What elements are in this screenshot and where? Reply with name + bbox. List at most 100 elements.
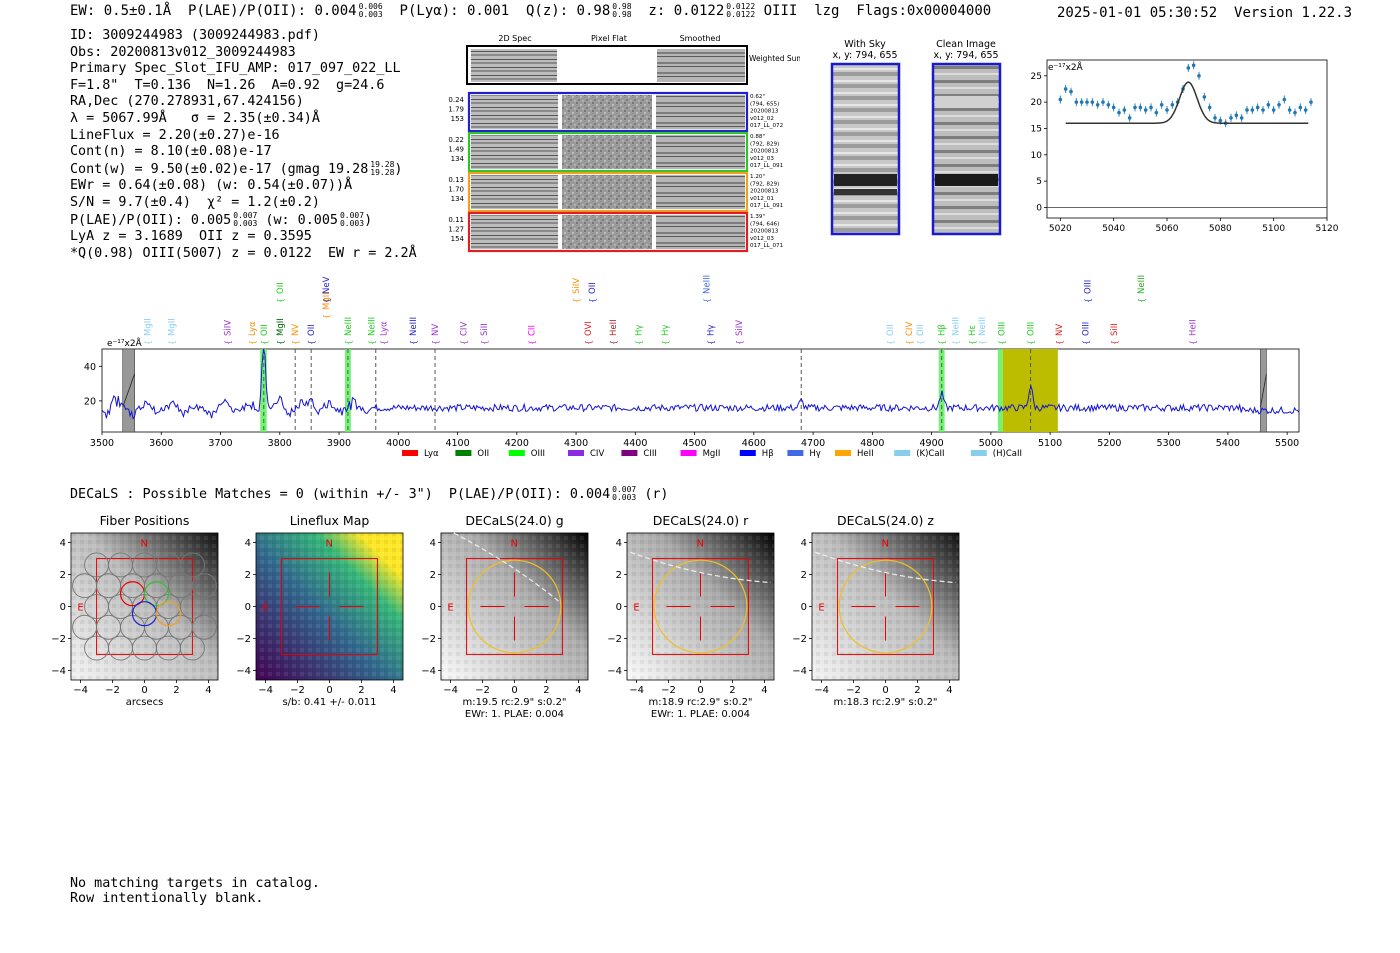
legend-item: Hβ <box>739 449 774 459</box>
zoom-point <box>1309 100 1313 104</box>
decals-ytick-label: 2 <box>801 570 807 581</box>
zoom-point <box>1245 108 1249 112</box>
decals-xtick-label: 4 <box>390 685 396 696</box>
decals-xtick-label: 4 <box>761 685 767 696</box>
svg-text:Hγ: Hγ <box>707 325 717 336</box>
svg-text:OII: OII <box>916 324 926 336</box>
spectrum-xtick-label: 4000 <box>386 438 410 449</box>
spectrum-xtick-label: 5000 <box>979 438 1003 449</box>
svg-text:{: { <box>951 340 960 345</box>
header-z-line: OIII <box>763 3 798 19</box>
info-obs: Obs: 20200813v012_3009244983 <box>70 44 296 60</box>
zoom-point <box>1074 100 1079 104</box>
info-radec: RA,Dec (270.278931,67.424156) <box>70 94 304 110</box>
svg-text:{: { <box>480 340 489 345</box>
cutout-row-meta: v012_02 <box>750 116 774 122</box>
fiber-circle <box>180 552 205 578</box>
svg-text:Hγ: Hγ <box>661 325 671 336</box>
svg-text:{: { <box>291 340 300 345</box>
spectrum-xtick-label: 4500 <box>682 438 706 449</box>
decals-xtick-label: −2 <box>290 685 305 696</box>
cutout-pixelflat <box>562 215 652 249</box>
svg-text:HeII: HeII <box>857 449 874 459</box>
spectrum-xtick-label: 4400 <box>623 438 647 449</box>
svg-text:(K)CaII: (K)CaII <box>916 449 944 459</box>
cutout-row-meta: v012_03 <box>750 156 774 162</box>
decals-ytick-label: 4 <box>60 538 66 549</box>
spectral-line-label: SiIV { <box>572 278 582 303</box>
decals-xtick-label: 0 <box>882 685 888 696</box>
zoom-points <box>1058 61 1313 128</box>
svg-text:{: { <box>702 298 711 303</box>
decals-panel: Fiber Positions N E −4 −4 −2 −2 0 0 2 2 4 4 arcsecs <box>51 513 219 708</box>
svg-text:OIII: OIII <box>531 449 545 459</box>
aperture-circle <box>467 559 562 654</box>
spectrum-xtick-label: 3500 <box>90 438 114 449</box>
zoom-point <box>1277 102 1281 107</box>
svg-text:OIII: OIII <box>998 322 1008 336</box>
zoom-point <box>1293 110 1297 115</box>
cutout-row-stat: 0.13 <box>448 176 464 184</box>
svg-text:(H)CaII: (H)CaII <box>993 449 1022 459</box>
cutout-row-meta: 20200813 <box>750 109 779 115</box>
spectrum-xtick-label: 3700 <box>208 438 232 449</box>
decals-panels-root: Fiber Positions N E −4 −4 −2 −2 0 0 2 2 4 4 arcsecs Li… <box>51 513 960 720</box>
spectral-line-label: NeV { <box>322 276 332 303</box>
clean-image-light-band <box>935 96 998 108</box>
decals-xtick-label: 2 <box>173 685 179 696</box>
spectral-line-label: NV { <box>431 324 441 345</box>
full-spectrum: MgII{MgII{SiIV{Lyα{OII{MgII{NV{OII{NeIII… <box>84 275 1300 459</box>
decals-xtick-label: 4 <box>205 685 211 696</box>
legend-item: (K)CaII <box>894 449 945 459</box>
svg-text:{: { <box>584 340 593 345</box>
cutout-row-meta: (794, 655) <box>750 101 779 107</box>
svg-text:{: { <box>379 340 388 345</box>
spectral-line-label: MgII{ <box>144 318 154 345</box>
cutout-2dspec <box>471 135 558 169</box>
decals-xtick-label: 2 <box>543 685 549 696</box>
cutout-smoothed <box>656 175 745 209</box>
decals-caption: s/b: 0.41 +/- 0.011 <box>282 697 376 708</box>
north-label: N <box>141 539 148 550</box>
clean-image-title: Clean Image <box>936 39 996 50</box>
decals-ytick-label: −2 <box>421 634 436 645</box>
spectral-line-label: MgII{ <box>276 318 286 345</box>
info-plae: P(LAE)/P(OII): 0.005 0.007 0.003 (w: 0.005… <box>70 210 373 228</box>
spectrum-xtick-label: 4100 <box>445 438 469 449</box>
svg-text:NV: NV <box>431 324 441 336</box>
decals-ytick-label: 4 <box>801 538 807 549</box>
header-right: 2025-01-01 05:30:52 Version 1.22.3 <box>1057 5 1352 21</box>
aperture-circle <box>838 559 933 654</box>
decals-xtick-label: 2 <box>358 685 364 696</box>
spectral-line-label: NeIII { <box>951 317 961 345</box>
cutout-row-meta: 017_LL_091 <box>750 203 784 209</box>
spectral-line-label: OII { <box>260 324 270 345</box>
svg-text:NeIII: NeIII <box>978 317 988 336</box>
svg-text:MgII: MgII <box>276 318 286 336</box>
info-fwhm: F=1.8" T=0.136 N=1.26 A=0.92 g=24.6 <box>70 77 385 93</box>
spectral-line-label: MgII{ <box>322 292 332 319</box>
header-flags: Flags:0x00004000 <box>856 3 992 19</box>
spectral-line-label: Hγ { <box>634 325 644 345</box>
zoom-ytick-label: 0 <box>1036 203 1042 213</box>
cutout-row-meta: (792, 829) <box>750 181 779 187</box>
svg-text:HeII: HeII <box>1188 319 1198 336</box>
header-lzg: lzg <box>814 3 840 19</box>
spectrum-xtick-label: 4200 <box>505 438 529 449</box>
decals-ytick-label: 0 <box>245 602 251 613</box>
header-qz-err: 0.98 0.98 <box>612 2 632 19</box>
zoom-point <box>1143 108 1148 112</box>
spectral-line-label: NV { <box>1055 324 1065 345</box>
svg-text:SiIV: SiIV <box>735 320 745 336</box>
decals-xtick-label: −4 <box>258 685 273 696</box>
cutout-row-meta: v012_01 <box>750 196 774 202</box>
zoom-point <box>1101 100 1105 104</box>
svg-text:Lyα: Lyα <box>379 321 389 336</box>
svg-text:{: { <box>1083 298 1092 303</box>
cutout-row-meta: (794, 646) <box>750 221 779 227</box>
cutout-2dspec <box>471 95 558 129</box>
decals-panel-title: DECaLS(24.0) r <box>653 513 749 528</box>
east-label: E <box>262 603 268 614</box>
spectral-line-label: OIII { <box>1027 322 1037 345</box>
galaxy-ellipse <box>814 551 956 584</box>
